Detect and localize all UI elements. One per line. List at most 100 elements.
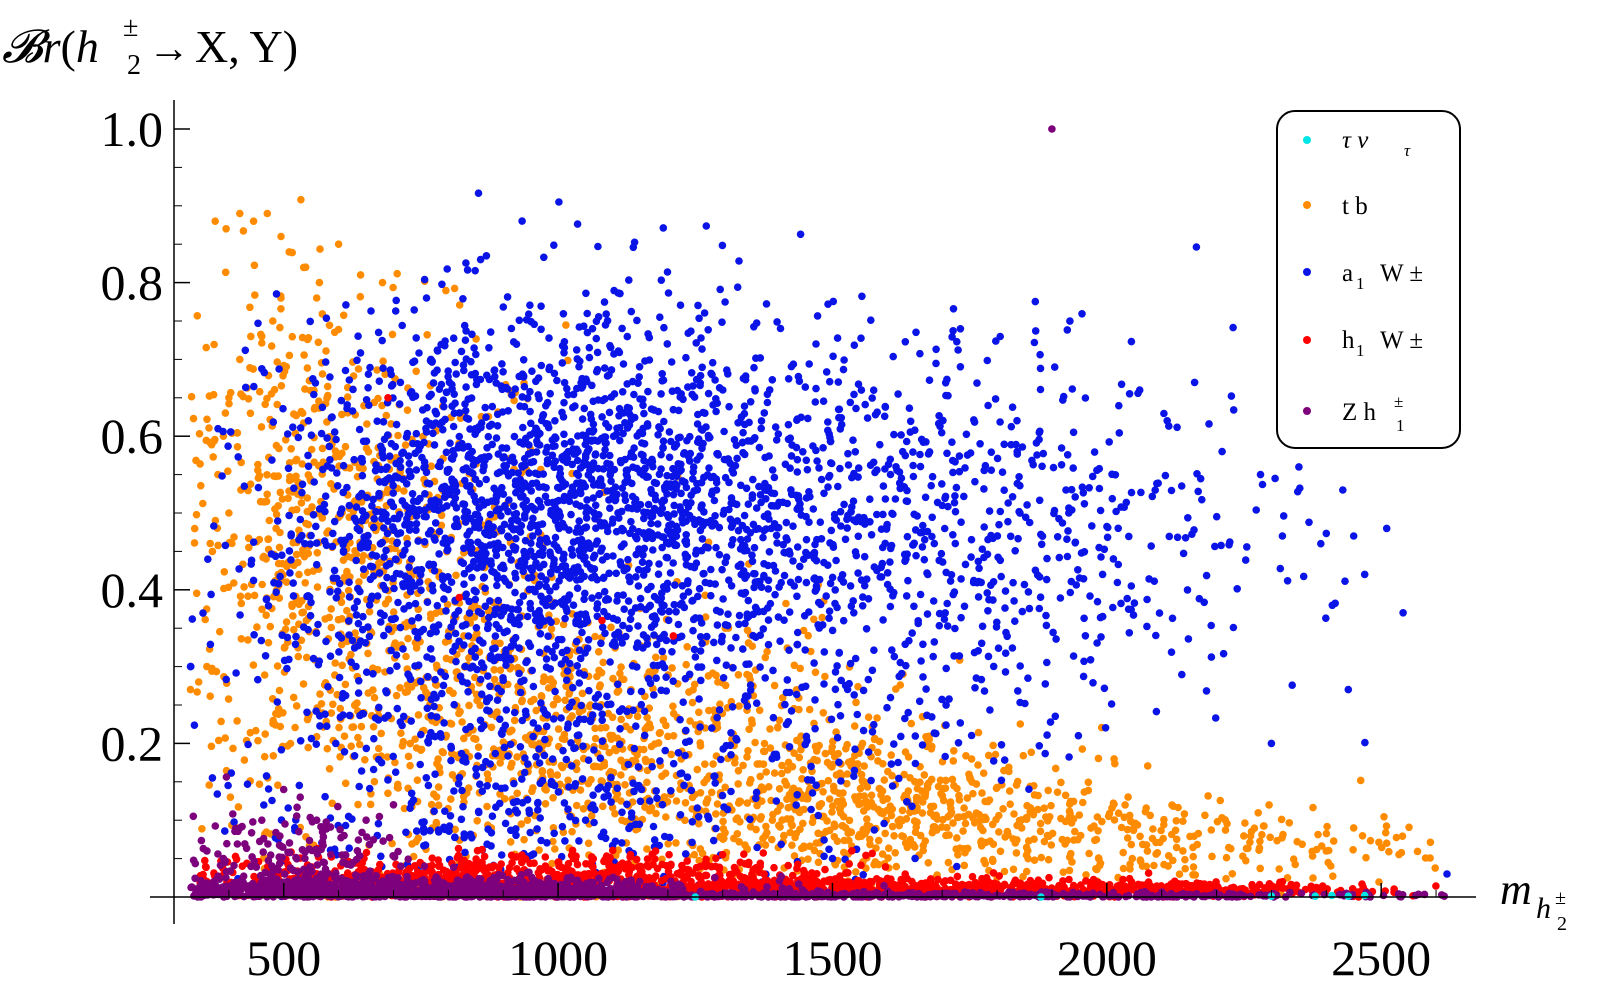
data-point (322, 347, 330, 355)
data-point (634, 582, 643, 590)
data-point (814, 598, 823, 607)
data-point (575, 362, 583, 371)
data-point (676, 393, 684, 401)
data-point (550, 556, 558, 564)
data-point (737, 413, 746, 421)
data-point (761, 841, 770, 849)
data-point (315, 278, 324, 287)
data-point (264, 535, 272, 544)
data-point (551, 533, 560, 542)
data-point (787, 452, 796, 460)
data-point (632, 573, 640, 581)
data-point (663, 471, 671, 480)
data-point (874, 748, 882, 757)
data-point (785, 688, 794, 697)
data-point (928, 513, 936, 522)
data-point (686, 562, 695, 571)
data-points (186, 125, 1451, 901)
data-point (263, 471, 271, 479)
data-point (507, 324, 516, 333)
data-point (762, 822, 770, 831)
data-point (1037, 853, 1046, 862)
data-point (805, 705, 814, 714)
data-point (325, 321, 334, 330)
data-point (925, 448, 934, 456)
data-point (374, 328, 383, 337)
data-point (1299, 572, 1308, 581)
data-point (979, 769, 988, 777)
data-point (682, 660, 690, 669)
data-point (1043, 554, 1051, 563)
data-point (611, 809, 619, 818)
data-point (464, 442, 473, 451)
data-point (505, 728, 514, 736)
data-point (494, 596, 503, 605)
data-point (599, 802, 607, 811)
data-point (700, 309, 709, 317)
data-point (1314, 830, 1322, 839)
data-point (1329, 872, 1337, 880)
data-point (904, 787, 913, 795)
data-point (536, 429, 544, 438)
data-point (658, 660, 667, 668)
data-point (339, 488, 348, 497)
data-point (618, 324, 626, 333)
data-point (603, 595, 612, 603)
data-point (909, 448, 917, 456)
data-point (702, 799, 711, 807)
data-point (470, 344, 478, 352)
data-point (404, 634, 412, 643)
data-point (288, 332, 297, 341)
data-point (742, 525, 751, 534)
data-point (413, 440, 422, 448)
data-point (828, 802, 837, 810)
data-point (694, 301, 702, 310)
data-point (918, 809, 927, 817)
data-point (490, 675, 499, 684)
data-point (1426, 838, 1435, 847)
data-point (1381, 828, 1390, 837)
data-point (397, 729, 405, 737)
data-point (237, 599, 246, 608)
data-point (752, 319, 761, 327)
data-point (996, 847, 1005, 856)
data-point (784, 758, 793, 767)
data-point (663, 526, 672, 535)
data-point (506, 838, 515, 846)
data-point (729, 664, 737, 672)
data-point (272, 588, 281, 596)
data-point (1147, 542, 1155, 550)
data-point (760, 526, 768, 535)
data-point (714, 451, 722, 459)
data-point (696, 723, 704, 731)
data-point (318, 444, 327, 453)
data-point (960, 861, 969, 870)
data-point (701, 760, 709, 768)
data-point (1069, 428, 1078, 437)
data-point (519, 592, 528, 600)
data-point (1216, 796, 1225, 805)
data-point (296, 515, 305, 524)
data-point (793, 468, 802, 476)
data-point (263, 209, 272, 218)
data-point (715, 523, 724, 532)
data-point (474, 607, 483, 616)
data-point (205, 424, 213, 432)
data-point (1324, 858, 1332, 867)
data-point (284, 464, 293, 473)
data-point (735, 257, 743, 265)
data-point (1093, 865, 1101, 874)
data-point (398, 742, 407, 750)
data-point (1243, 543, 1251, 551)
data-point (296, 424, 305, 432)
data-point (358, 709, 367, 718)
data-point (333, 587, 342, 596)
data-point (359, 437, 368, 446)
data-point (595, 490, 603, 499)
data-point (712, 395, 720, 403)
data-point (655, 560, 663, 568)
data-point (459, 500, 467, 508)
data-point (1057, 444, 1066, 452)
data-point (262, 611, 271, 619)
data-point (796, 230, 805, 239)
